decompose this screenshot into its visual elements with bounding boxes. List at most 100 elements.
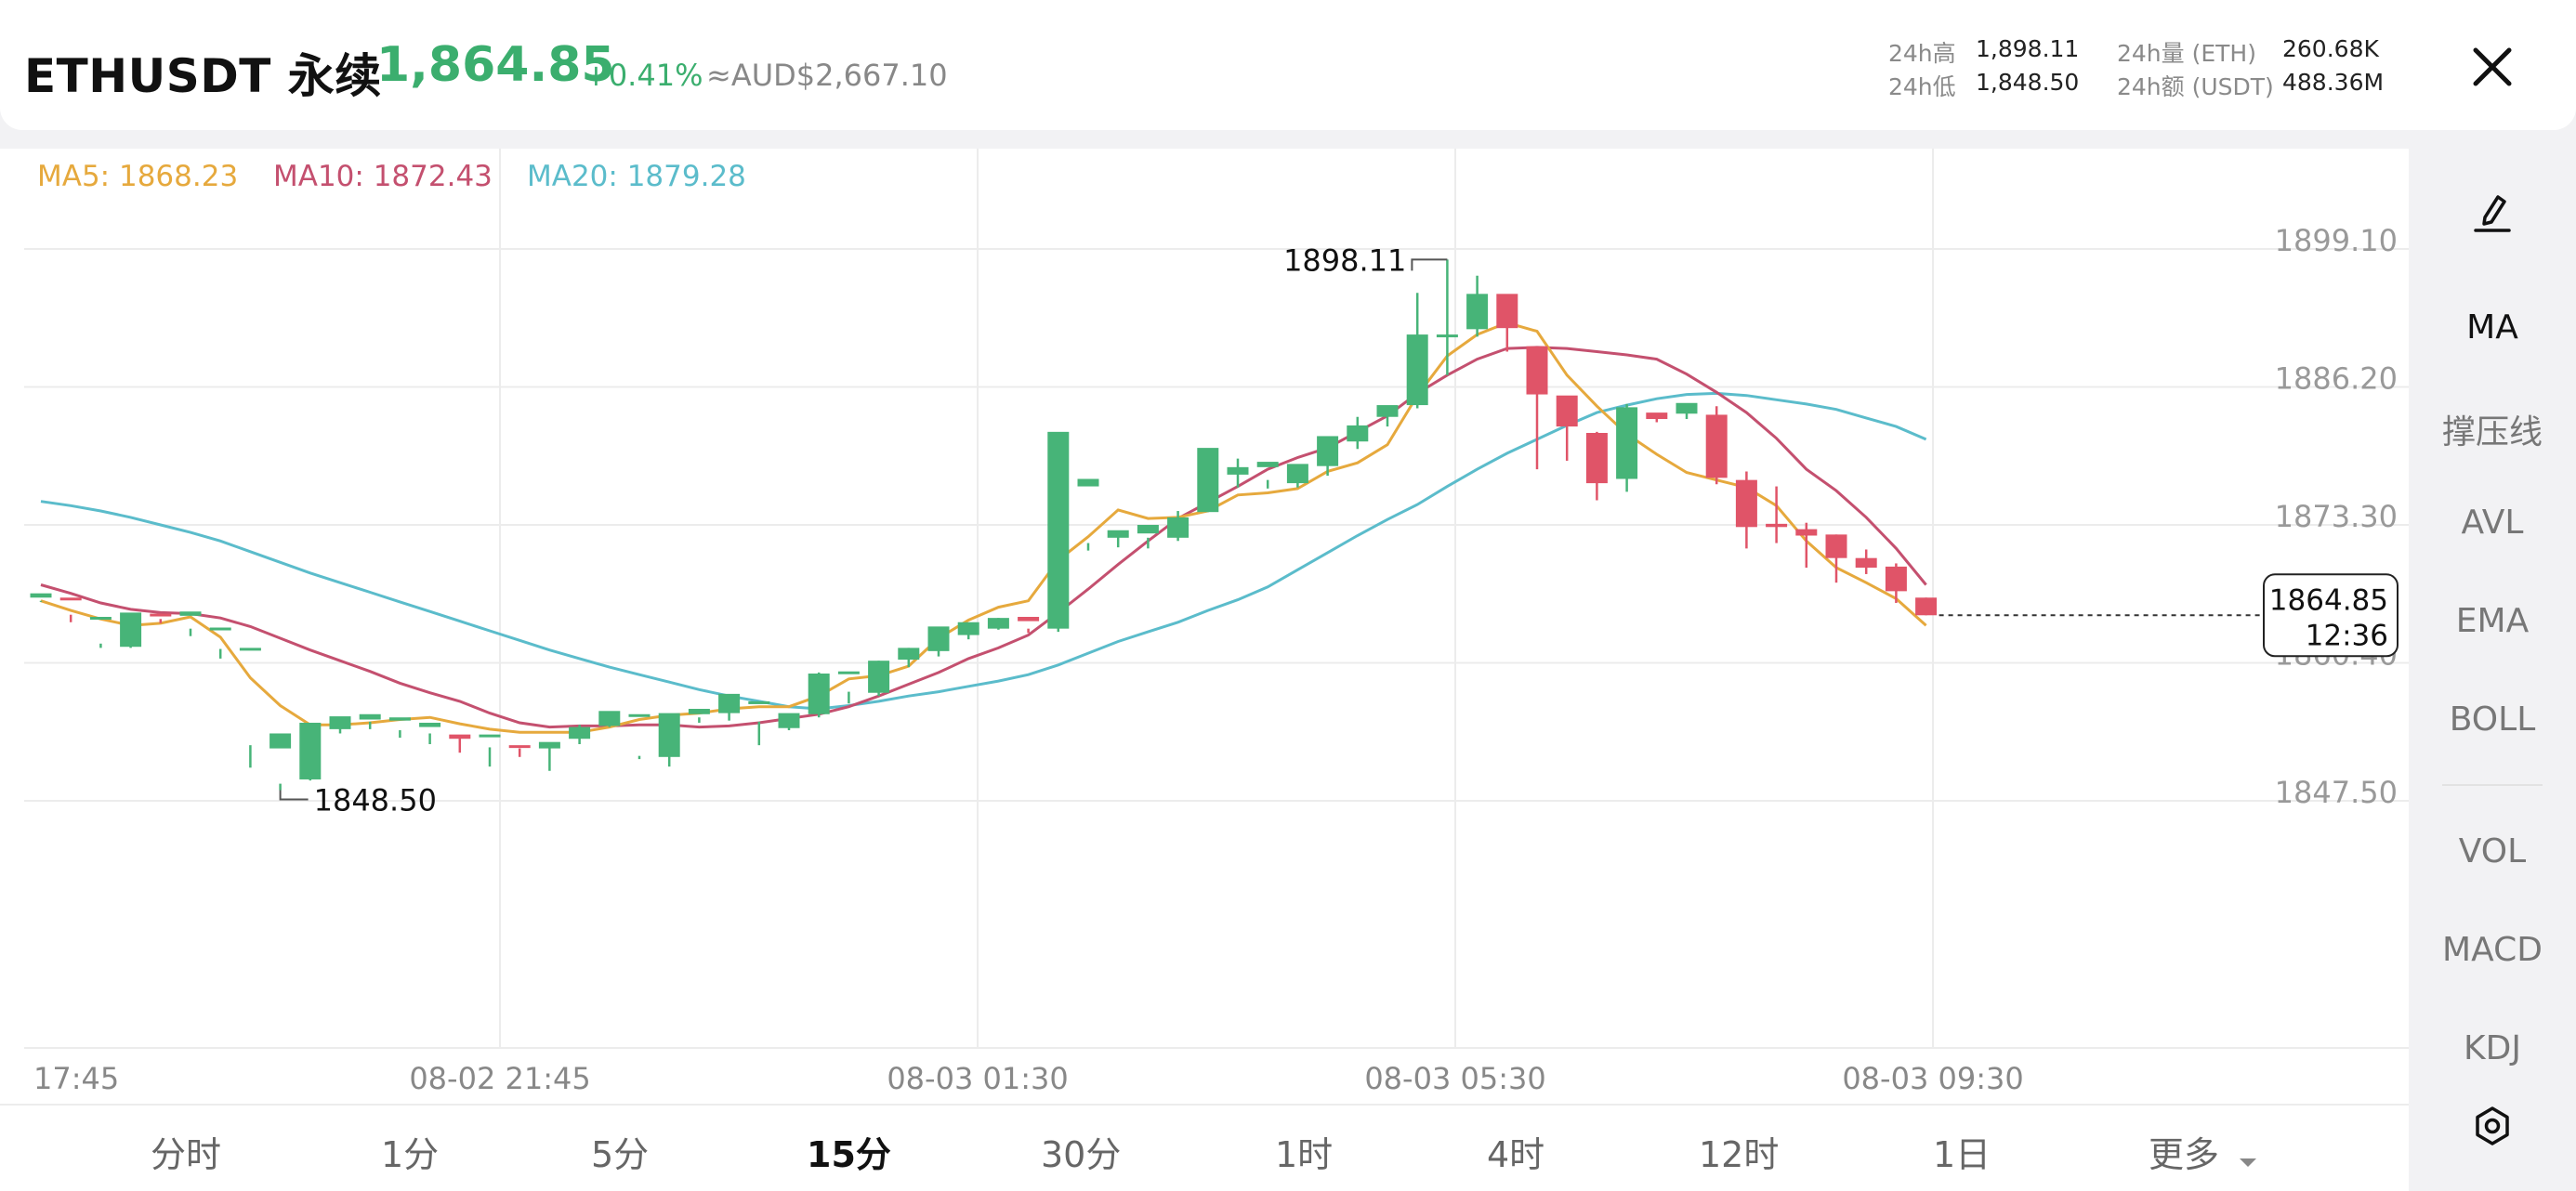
candle-body bbox=[419, 722, 441, 727]
sidebar-divider bbox=[2442, 784, 2543, 786]
timeframe-tab[interactable]: 1日 bbox=[1933, 1134, 1991, 1175]
timeframe-tab[interactable]: 1时 bbox=[1275, 1134, 1334, 1175]
timeframe-tab[interactable]: 4时 bbox=[1487, 1134, 1545, 1175]
candle-body bbox=[150, 613, 172, 617]
time-axis-label: 17:45 bbox=[33, 1061, 119, 1096]
candle-body bbox=[179, 611, 202, 616]
candle-body bbox=[299, 722, 322, 779]
stat-label-turnover: 24h额 (USDT) bbox=[2117, 73, 2274, 100]
price-axis-label: 1886.20 bbox=[2275, 361, 2398, 397]
price-axis-label: 1873.30 bbox=[2275, 499, 2398, 534]
indicator-kdj[interactable]: KDJ bbox=[2464, 1029, 2521, 1067]
pencil-icon[interactable] bbox=[2472, 190, 2513, 234]
stat-value-volume: 260.68K bbox=[2282, 35, 2379, 62]
symbol-title[interactable]: ETHUSDT 永续 bbox=[24, 49, 382, 103]
candle-body bbox=[569, 726, 591, 739]
settings-icon[interactable] bbox=[2472, 1106, 2513, 1146]
more-label: 更多 bbox=[2149, 1134, 2220, 1175]
candle-body bbox=[1286, 464, 1308, 484]
candle-body bbox=[1496, 294, 1518, 329]
candle-body bbox=[1047, 431, 1070, 629]
timeframe-tab-active[interactable]: 15分 bbox=[807, 1134, 891, 1175]
timeframe-bar: 分时 1分 5分 15分 30分 1时 4时 12时 1日 更多 bbox=[0, 1104, 2409, 1191]
candle-body bbox=[1256, 462, 1279, 467]
kline-chart[interactable]: 1899.101886.201873.301860.401847.5017:45… bbox=[0, 149, 2409, 1104]
candle-body bbox=[209, 627, 231, 631]
ma5-line bbox=[40, 321, 1927, 734]
indicator-avl[interactable]: AVL bbox=[2461, 504, 2524, 542]
candle-body bbox=[1137, 525, 1159, 534]
candle-body bbox=[1915, 597, 1938, 616]
candle-body bbox=[1855, 557, 1877, 569]
time-axis-label: 08-02 21:45 bbox=[409, 1061, 590, 1096]
stat-value-turnover: 488.36M bbox=[2282, 69, 2385, 96]
more-timeframes-button[interactable]: 更多 bbox=[2149, 1126, 2258, 1178]
candle-body bbox=[388, 717, 411, 721]
indicator-macd[interactable]: MACD bbox=[2442, 931, 2543, 969]
chart-grid bbox=[24, 149, 2409, 1049]
current-price-box bbox=[2263, 573, 2399, 658]
candle-body bbox=[1227, 466, 1249, 475]
candle-body bbox=[1077, 478, 1099, 487]
timeframe-tab[interactable]: 30分 bbox=[1041, 1134, 1122, 1175]
candle-body bbox=[987, 618, 1009, 629]
aud-price: ≈AUD$2,667.10 bbox=[706, 58, 948, 93]
timeframe-tab[interactable]: 5分 bbox=[591, 1134, 650, 1175]
indicator-ma[interactable]: MA bbox=[2466, 308, 2518, 347]
candle-body bbox=[927, 626, 950, 651]
stat-label-high: 24h高 bbox=[1888, 40, 1956, 67]
candle-body bbox=[957, 622, 979, 635]
indicator-support-resistance[interactable]: 撑压线 bbox=[2441, 413, 2543, 452]
ma5-legend: MA5: 1868.23 bbox=[37, 160, 239, 193]
candle-body bbox=[1197, 448, 1219, 513]
candle-body bbox=[449, 734, 471, 739]
indicator-vol[interactable]: VOL bbox=[2458, 832, 2527, 870]
candle-body bbox=[898, 648, 920, 661]
candle-body bbox=[748, 700, 770, 704]
candle-body bbox=[269, 733, 292, 749]
high-price-label: 1898.11 bbox=[1283, 242, 1406, 278]
candle-body bbox=[868, 661, 890, 693]
candle-body bbox=[658, 713, 680, 757]
time-axis-label: 08-03 09:30 bbox=[1842, 1061, 2023, 1096]
candle-body bbox=[837, 671, 860, 674]
timeframe-tab[interactable]: 分时 bbox=[151, 1134, 222, 1175]
timeframe-tab[interactable]: 12时 bbox=[1699, 1134, 1780, 1175]
candle-body bbox=[1795, 529, 1818, 536]
time-axis-label: 08-03 01:30 bbox=[887, 1061, 1068, 1096]
low-marker-line bbox=[279, 790, 309, 801]
kline-svg[interactable]: 1899.101886.201873.301860.401847.5017:45… bbox=[0, 149, 2409, 1104]
time-axis-label: 08-03 05:30 bbox=[1364, 1061, 1545, 1096]
candle-body bbox=[598, 711, 621, 726]
last-price: 1,864.85 bbox=[376, 37, 615, 93]
candle-body bbox=[30, 593, 52, 598]
low-price-label: 1848.50 bbox=[314, 782, 437, 818]
chart-axis: 1899.101886.201873.301860.401847.5017:45… bbox=[33, 223, 2398, 1096]
candle-body bbox=[89, 617, 112, 620]
candle-body bbox=[538, 741, 560, 749]
current-price-label: 1864.85 bbox=[2269, 583, 2388, 617]
header: ETHUSDT 永续 1,864.85 +0.41% ≈AUD$2,667.10… bbox=[0, 0, 2576, 130]
candle-body bbox=[1107, 530, 1129, 538]
candle-body bbox=[1556, 395, 1578, 427]
candle-body bbox=[1735, 479, 1757, 528]
price-axis-label: 1847.50 bbox=[2275, 775, 2398, 810]
ma20-legend: MA20: 1879.28 bbox=[527, 160, 746, 193]
ma10-legend: MA10: 1872.43 bbox=[273, 160, 493, 193]
candle-body bbox=[1347, 425, 1369, 442]
candle-body bbox=[120, 612, 142, 648]
candle-body bbox=[1376, 405, 1399, 417]
indicator-ema[interactable]: EMA bbox=[2455, 602, 2530, 640]
close-icon[interactable] bbox=[2463, 37, 2522, 97]
candle-body bbox=[508, 745, 531, 749]
stat-value-low: 1,848.50 bbox=[1976, 69, 2080, 96]
indicator-boll[interactable]: BOLL bbox=[2449, 700, 2536, 739]
stat-label-low: 24h低 bbox=[1888, 73, 1956, 100]
timeframe-tab[interactable]: 1分 bbox=[381, 1134, 440, 1175]
candle-body bbox=[1167, 517, 1189, 538]
candle-body bbox=[1585, 433, 1608, 484]
chevron-down-icon bbox=[2238, 1137, 2258, 1178]
candle-body bbox=[1317, 436, 1339, 466]
candle-body bbox=[808, 674, 830, 714]
